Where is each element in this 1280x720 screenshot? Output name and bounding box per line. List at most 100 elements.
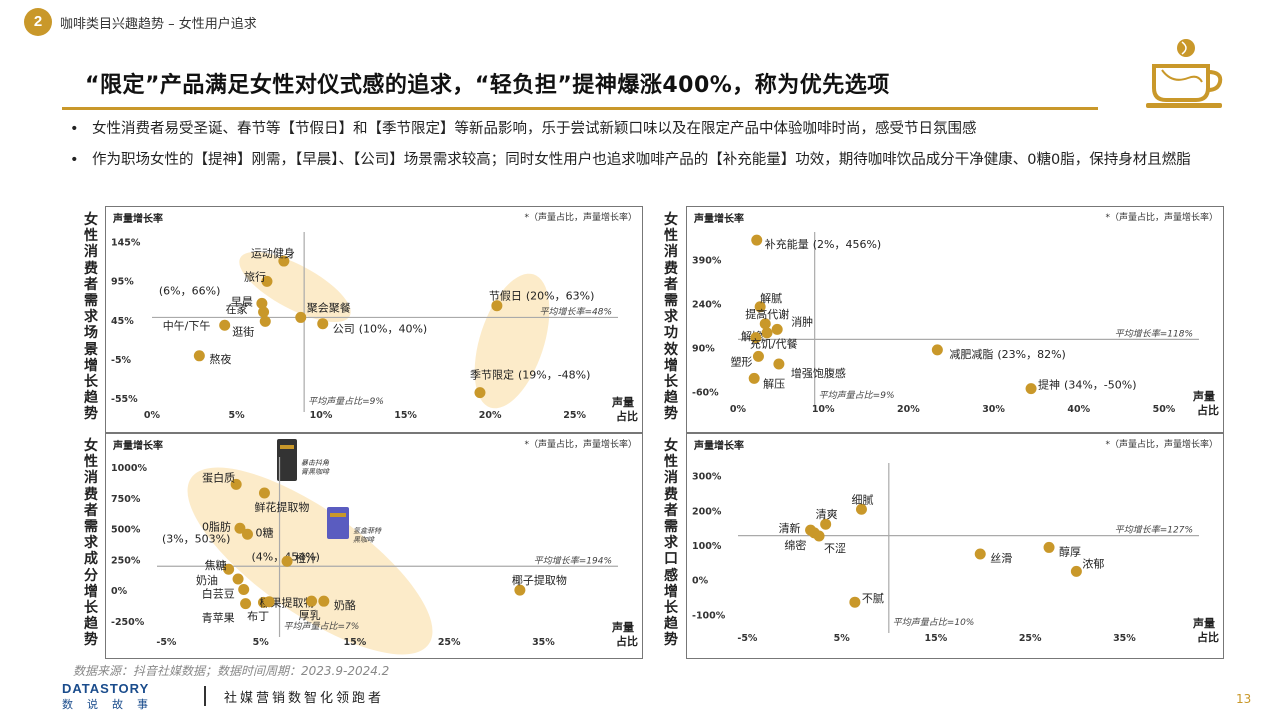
- x-tick-label: 25%: [438, 637, 461, 648]
- footer-slogan: 社媒营销数智化领跑者: [224, 691, 385, 706]
- x-tick-label: 5%: [253, 637, 270, 648]
- x-tick-label: 0%: [144, 410, 161, 421]
- data-point: [771, 323, 783, 335]
- y-tick-label: 1000%: [111, 463, 147, 474]
- chart-side-label: 女性消费者需求成分增长趋势: [84, 438, 98, 649]
- x-tick-label: 0%: [730, 404, 747, 415]
- point-value: (23%，82%): [997, 348, 1065, 361]
- point-value: (3%，503%): [162, 532, 230, 545]
- point-label: 焦糖: [205, 558, 227, 572]
- data-point: [219, 319, 231, 331]
- x-axis-title: 声量: [611, 620, 634, 634]
- y-tick-label: 0%: [692, 576, 709, 587]
- x-tick-label: 25%: [1019, 633, 1042, 644]
- point-label: 布丁: [247, 610, 269, 623]
- point-label: 旅行: [244, 269, 266, 283]
- point-label: 白芸豆: [202, 586, 235, 600]
- efficacy-scatter-chart: 平均增长率=118% 平均声量占比=9% 声量增长率 *（声量占比，声量增长率） 声量占…: [686, 206, 1224, 433]
- data-point: [306, 595, 318, 607]
- y-tick-label: -250%: [111, 617, 145, 628]
- data-point: [974, 548, 986, 560]
- y-axis-title: 声量增长率: [112, 212, 163, 225]
- point-label: 丝滑: [990, 552, 1012, 565]
- avg-share-label: 平均声量占比=10%: [893, 617, 975, 628]
- y-tick-label: 200%: [692, 506, 722, 517]
- product-stripe: [330, 513, 346, 517]
- point-label: 醇厚: [1059, 544, 1081, 558]
- avg-growth-label: 平均增长率=127%: [1115, 525, 1193, 536]
- point-label: 运动健身: [251, 246, 295, 260]
- y-axis-title: 声量增长率: [112, 439, 163, 452]
- data-point: [514, 584, 526, 596]
- x-tick-label: 5%: [834, 633, 851, 644]
- data-point: [491, 300, 503, 312]
- data-point: [223, 563, 235, 575]
- point-label: 早晨: [231, 295, 253, 308]
- point-label: 椰子提取物: [512, 573, 567, 587]
- point-label: 细腻: [851, 493, 873, 506]
- x-tick-label: 15%: [344, 637, 367, 648]
- data-point: [241, 528, 253, 540]
- point-label: 塑形: [730, 354, 752, 368]
- x-axis-title: 占比: [1197, 403, 1219, 417]
- x-tick-label: 35%: [532, 637, 555, 648]
- y-tick-label: -5%: [111, 355, 132, 366]
- point-label: 提神: [1038, 378, 1060, 392]
- chart-frame: [686, 433, 1224, 659]
- data-source-note: 数据来源：抖音社媒数据；数据时间周期：2023.9-2024.2: [73, 664, 390, 678]
- point-label: 奶酪: [334, 598, 356, 612]
- data-point: [281, 555, 293, 567]
- data-point: [318, 595, 330, 607]
- section-number-badge: 2: [24, 8, 52, 36]
- data-point: [240, 598, 252, 610]
- product-label: 暴击抖角: [301, 459, 330, 467]
- point-value: (10%，40%): [359, 323, 427, 336]
- footer-divider: [204, 686, 206, 706]
- data-point: [931, 344, 943, 356]
- x-tick-label: 15%: [925, 633, 948, 644]
- point-label: 解压: [763, 376, 785, 390]
- y-tick-label: 300%: [692, 472, 722, 483]
- x-axis-title: 声量: [611, 395, 634, 409]
- point-label: 季节限定: [470, 368, 514, 382]
- x-tick-label: 30%: [982, 404, 1005, 415]
- bullet-text: 作为职场女性的【提神】刚需，【早晨】、【公司】场景需求较高；同时女性用户也追求咖…: [92, 152, 1191, 168]
- point-label: 提高代谢: [745, 307, 789, 321]
- chart-frame: [686, 206, 1224, 433]
- data-point: [761, 327, 773, 339]
- x-axis-title: 声量: [1192, 616, 1215, 630]
- point-label: 青苹果: [202, 611, 235, 625]
- data-point: [1025, 383, 1037, 395]
- product-label: 氢盒菲特: [353, 527, 382, 535]
- point-label: 在家: [226, 302, 248, 316]
- y-tick-label: -100%: [692, 610, 726, 621]
- x-tick-label: 20%: [479, 410, 502, 421]
- page-number: 13: [1236, 692, 1252, 706]
- product-box: [327, 507, 349, 539]
- data-point: [263, 596, 275, 608]
- bullet-point: • 作为职场女性的【提神】刚需，【早晨】、【公司】场景需求较高；同时女性用户也追求…: [70, 152, 1191, 168]
- data-point: [750, 332, 762, 344]
- product-label: 黑咖啡: [353, 536, 375, 544]
- data-point: [813, 530, 825, 542]
- point-label: 解腻: [760, 291, 782, 305]
- bullet-point: • 女性消费者易受圣诞、春节等【节假日】和【季节限定】等新品影响，乐于尝试新颖口味…: [70, 121, 977, 137]
- point-value: (6%，66%): [159, 284, 220, 297]
- avg-growth-label: 平均增长率=48%: [539, 306, 612, 317]
- point-label: 减肥减脂: [949, 347, 993, 361]
- point-label: 熬夜: [209, 352, 231, 366]
- y-tick-label: 240%: [692, 300, 722, 311]
- company-logo: DATASTORY 数说故事: [62, 681, 162, 711]
- coordinate-note: *（声量占比，声量增长率）: [1105, 438, 1218, 450]
- y-tick-label: 500%: [111, 525, 141, 536]
- avg-growth-label: 平均增长率=194%: [534, 555, 612, 566]
- data-point: [849, 596, 861, 608]
- y-tick-label: -60%: [692, 388, 719, 399]
- point-label: 奶油: [196, 573, 218, 587]
- data-point: [258, 306, 270, 318]
- bullet-text: 女性消费者易受圣诞、春节等【节假日】和【季节限定】等新品影响，乐于尝试新颖口味以…: [92, 121, 977, 137]
- data-point: [751, 234, 763, 246]
- point-label: 绵密: [784, 538, 806, 552]
- chart-side-label: 女性消费者需求场景增长趋势: [84, 212, 98, 423]
